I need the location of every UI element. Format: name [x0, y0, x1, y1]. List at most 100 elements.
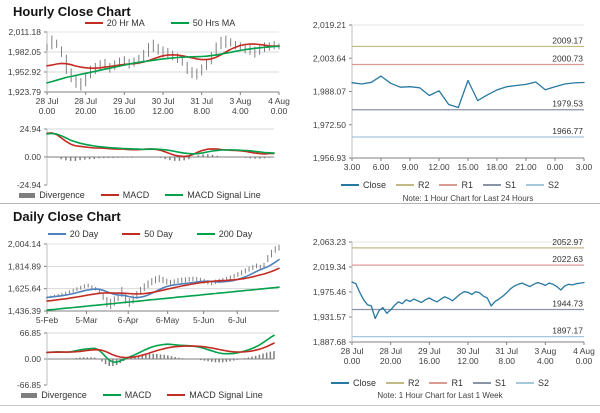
legend-item-s2: S2 — [516, 378, 549, 388]
legend-label: Divergence — [39, 190, 85, 200]
hourly-section-title: Hourly Close Chart — [13, 4, 131, 19]
svg-text:2,019.34: 2,019.34 — [313, 262, 346, 272]
svg-text:20.00: 20.00 — [75, 106, 97, 116]
legend-swatch — [21, 392, 38, 398]
svg-text:1,952.92: 1,952.92 — [8, 67, 41, 77]
daily-macd-legend: Divergence MACD MACD Signal Line — [21, 390, 263, 400]
series-close — [351, 75, 585, 109]
legend-swatch — [429, 382, 448, 384]
svg-text:5-Jun: 5-Jun — [193, 315, 215, 325]
svg-text:30 Jul: 30 Jul — [152, 96, 175, 106]
svg-text:0.00: 0.00 — [24, 354, 41, 364]
svg-text:3.00: 3.00 — [344, 162, 361, 172]
svg-text:0.00: 0.00 — [547, 162, 564, 172]
legend-swatch — [100, 194, 119, 196]
svg-text:24.94: 24.94 — [20, 124, 42, 134]
svg-text:-66.85: -66.85 — [17, 380, 41, 390]
legend-label: MACD — [122, 190, 150, 200]
legend-swatch — [395, 184, 414, 186]
svg-text:28 Jul: 28 Jul — [379, 346, 402, 356]
legend-label: S2 — [538, 378, 550, 388]
legend-label: 20 Hr MA — [106, 18, 145, 28]
daily-macd-plot: 66.85 0.00 -66.85 — [17, 328, 275, 390]
legend-swatch — [473, 382, 491, 384]
legend-item-close: Close — [330, 378, 376, 388]
svg-text:28 Jul: 28 Jul — [36, 96, 59, 106]
svg-text:4.00: 4.00 — [232, 106, 249, 116]
legend-item-20-day: 20 Day — [47, 229, 98, 239]
legend-item-close: Close — [340, 180, 386, 190]
svg-text:15.00: 15.00 — [457, 162, 479, 172]
svg-text:2,011.18: 2,011.18 — [9, 27, 42, 37]
svg-text:5-Feb: 5-Feb — [36, 315, 58, 325]
weekly-sr-note: Note: 1 Hour Chart for Last 1 Week — [377, 391, 503, 400]
series-macd — [46, 334, 275, 363]
hourly-price-bars — [46, 35, 280, 91]
svg-text:3 Aug: 3 Aug — [229, 96, 251, 106]
legend-item-r2: R2 — [395, 180, 429, 190]
svg-text:18.00: 18.00 — [486, 162, 508, 172]
svg-text:6.00: 6.00 — [373, 162, 390, 172]
svg-text:5-Mar: 5-Mar — [75, 315, 97, 325]
svg-text:28 Jul: 28 Jul — [341, 346, 364, 356]
daily-price-plot: 2,004.14 1,814.89 1,625.64 1,436.395-Feb 5-M… — [8, 239, 280, 325]
series-macd — [46, 132, 275, 158]
series-macd-signal-line — [46, 132, 275, 155]
svg-text:0.00: 0.00 — [271, 106, 288, 116]
hourly-macd-divergence-bars — [46, 154, 275, 161]
svg-text:8.00: 8.00 — [193, 106, 210, 116]
svg-text:0.00: 0.00 — [344, 356, 361, 366]
series-200-day — [46, 286, 280, 311]
legend-label: R1 — [451, 378, 463, 388]
svg-text:2009.17: 2009.17 — [552, 35, 583, 45]
svg-text:6-May: 6-May — [156, 315, 180, 325]
svg-text:20.00: 20.00 — [380, 356, 402, 366]
legend-swatch — [526, 184, 545, 186]
series-close — [351, 281, 585, 320]
legend-swatch — [84, 22, 103, 24]
svg-text:16.00: 16.00 — [419, 356, 441, 366]
svg-text:0.00: 0.00 — [39, 106, 56, 116]
hourly-price-legend: 20 Hr MA 50 Hrs MA — [40, 18, 280, 28]
legend-swatch — [165, 194, 184, 196]
legend-item-divergence: Divergence — [19, 190, 85, 200]
weekly-sr-plot: 2,063.23 2,019.34 1,975.46 1,931.57 1,887.68… — [313, 237, 595, 366]
legend-item-s1: S1 — [483, 180, 516, 190]
legend-item-macd-signal-line: MACD Signal Line — [165, 190, 261, 200]
svg-text:31 Jul: 31 Jul — [495, 346, 518, 356]
legend-label: Close — [352, 378, 376, 388]
svg-text:3 Aug: 3 Aug — [534, 346, 556, 356]
legend-swatch — [330, 382, 349, 384]
svg-text:1,972.50: 1,972.50 — [313, 120, 346, 130]
svg-text:1,923.79: 1,923.79 — [8, 87, 41, 97]
svg-text:2052.97: 2052.97 — [552, 237, 583, 247]
svg-text:1,814.89: 1,814.89 — [8, 261, 41, 271]
legend-item-r1: R1 — [439, 180, 473, 190]
legend-label: R2 — [407, 378, 420, 388]
legend-item-macd: MACD — [102, 390, 152, 400]
series-50-hrs-ma — [46, 45, 280, 84]
svg-text:0.00: 0.00 — [576, 356, 593, 366]
series-20-hr-ma — [46, 43, 280, 69]
svg-text:2,003.64: 2,003.64 — [313, 53, 346, 63]
svg-text:66.85: 66.85 — [20, 328, 42, 338]
legend-swatch — [340, 184, 359, 186]
svg-text:29 Jul: 29 Jul — [418, 346, 441, 356]
section-divider-bottom — [0, 405, 600, 406]
legend-item-r1: R1 — [429, 378, 463, 388]
svg-text:28 Jul: 28 Jul — [74, 96, 97, 106]
legend-item-s1: S1 — [473, 378, 506, 388]
daily-price-legend: 20 Day 50 Day 200 Day — [30, 229, 270, 239]
svg-text:1,956.93: 1,956.93 — [313, 153, 346, 163]
legend-swatch — [47, 233, 66, 235]
legend-label: MACD Signal Line — [187, 190, 261, 200]
legend-item-macd-signal-line: MACD Signal Line — [167, 390, 263, 400]
legend-item-50-hrs-ma: 50 Hrs MA — [170, 18, 235, 28]
legend-item-divergence: Divergence — [21, 390, 87, 400]
svg-text:4.00: 4.00 — [537, 356, 554, 366]
legend-label: MACD — [124, 390, 152, 400]
legend-swatch — [19, 192, 36, 198]
hourly-sr-plot: 2,019.21 2,003.64 1,988.07 1,972.50 1,956.93… — [313, 20, 593, 172]
